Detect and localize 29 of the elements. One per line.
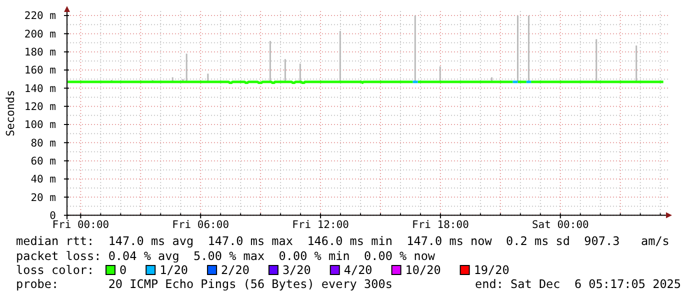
- text: end: Sat Dec 6 05:17:05 2025: [475, 277, 681, 291]
- text: probe: 20 ICMP Echo Pings (56 Bytes) every 300s: [16, 277, 392, 291]
- legend-label: 10/20: [405, 263, 441, 277]
- y-tick-label: 60 m: [30, 155, 56, 168]
- legend-label: 3/20: [282, 263, 311, 277]
- x-tick-label: Sat 00:00: [532, 219, 589, 231]
- y-tick-label: 220 m: [24, 10, 56, 22]
- x-tick-label: Fri 06:00: [172, 219, 230, 231]
- legend-label: 2/20: [221, 263, 250, 277]
- y-tick-label: 140 m: [24, 82, 56, 95]
- y-tick-label: 100 m: [24, 119, 56, 132]
- legend-label: 1/20: [160, 263, 188, 277]
- x-tick-label: Fri 00:00: [52, 219, 110, 231]
- y-tick-label: 180 m: [24, 46, 56, 59]
- y-tick-label: 120 m: [24, 101, 56, 114]
- x-tick-label: Fri 18:00: [412, 219, 469, 231]
- x-tick-label: Fri 12:00: [292, 219, 349, 231]
- y-axis-title: Seconds: [4, 90, 17, 136]
- legend-title: loss color:: [16, 263, 94, 277]
- y-tick-label: 200 m: [24, 28, 56, 40]
- y-tick-label: 160 m: [24, 64, 56, 77]
- legend-label: 0: [120, 263, 127, 277]
- text: packet loss: 0.04 % avg 5.00 % max 0.00 % min 0.00 % now: [16, 249, 436, 263]
- y-tick-label: 20 m: [30, 192, 56, 204]
- y-tick-label: 80 m: [30, 137, 56, 150]
- legend-label: 19/20: [474, 263, 510, 277]
- text: median rtt: 147.0 ms avg 147.0 ms max 146.0 ms min 147.0 ms now 0.2 ms sd 907.3 am/s: [16, 234, 670, 248]
- legend-label: 4/20: [344, 263, 372, 277]
- y-tick-label: 40 m: [30, 174, 56, 186]
